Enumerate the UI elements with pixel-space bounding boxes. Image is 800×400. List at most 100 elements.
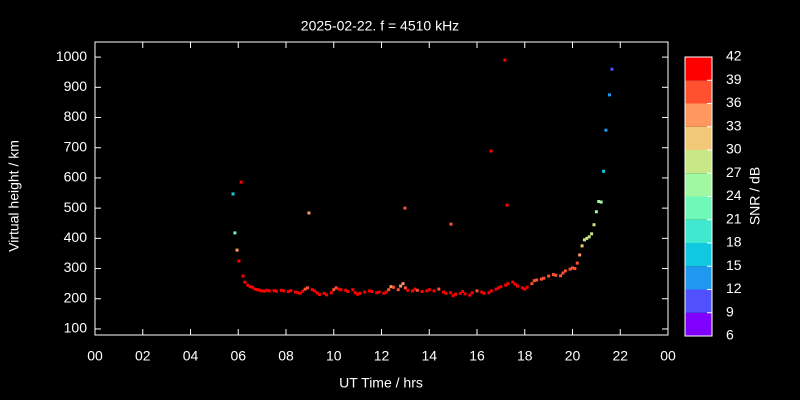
data-point [582, 238, 586, 242]
data-point [449, 291, 453, 295]
data-point [248, 285, 252, 289]
data-point [377, 290, 381, 294]
data-point [592, 223, 596, 227]
y-tick-label: 200 [64, 289, 88, 305]
chart-title: 2025-02-22. f = 4510 kHz [301, 18, 459, 34]
data-point [325, 293, 329, 297]
colorbar-segment [685, 126, 712, 150]
data-point [496, 286, 500, 290]
colorbar-segment [685, 219, 712, 243]
data-point [368, 289, 372, 293]
data-point [520, 286, 524, 290]
data-point [313, 289, 317, 293]
data-point [415, 288, 419, 292]
data-point [475, 289, 479, 293]
data-point [289, 289, 293, 293]
data-point [387, 288, 391, 292]
data-point [322, 291, 326, 295]
data-point [427, 288, 431, 292]
data-point [246, 283, 250, 287]
data-point [391, 285, 395, 289]
colorbar-segment [685, 266, 712, 290]
y-tick-label: 300 [64, 259, 88, 275]
data-point [315, 291, 319, 295]
data-point [489, 149, 493, 153]
data-point [413, 287, 417, 291]
data-point [608, 93, 612, 97]
y-tick-label: 500 [64, 199, 88, 215]
x-tick-label: 02 [135, 348, 151, 364]
data-point [279, 288, 283, 292]
colorbar-segment [685, 173, 712, 197]
data-point [411, 289, 415, 293]
data-point [263, 289, 267, 293]
colorbar-tick-label: 18 [726, 234, 742, 250]
data-point [231, 192, 235, 196]
colorbar-tick-label: 33 [726, 117, 742, 133]
data-point [298, 291, 302, 295]
data-point [401, 282, 405, 286]
data-point [599, 200, 603, 204]
data-point [530, 282, 534, 286]
data-point [513, 282, 517, 286]
data-point [442, 290, 446, 294]
data-point [575, 261, 579, 265]
data-point [587, 235, 591, 239]
data-point [344, 288, 348, 292]
colorbar-tick-label: 12 [726, 280, 742, 296]
data-point [487, 291, 491, 295]
data-point [585, 236, 589, 240]
y-axis-label: Virtual height / km [6, 140, 22, 252]
data-point [505, 203, 509, 207]
data-point [235, 248, 239, 252]
data-point [463, 292, 467, 296]
colorbar-segment [685, 103, 712, 127]
data-point [578, 253, 582, 257]
x-tick-label: 08 [278, 348, 294, 364]
data-point [482, 291, 486, 295]
data-point [296, 291, 300, 295]
colorbar-segment [685, 312, 712, 336]
data-point [444, 291, 448, 295]
data-point [382, 291, 386, 295]
colorbar-tick-label: 30 [726, 141, 742, 157]
data-point [329, 291, 333, 295]
data-point [525, 285, 529, 289]
data-point [559, 274, 563, 278]
data-point [286, 290, 290, 294]
colorbar-tick-label: 9 [726, 303, 734, 319]
data-point [420, 290, 424, 294]
data-point [403, 286, 407, 290]
data-point [468, 293, 472, 297]
data-point [282, 289, 286, 293]
data-point [568, 267, 572, 271]
colorbar-segment [685, 196, 712, 220]
data-point [396, 288, 400, 292]
data-point [489, 289, 493, 293]
colorbar-tick-label: 36 [726, 94, 742, 110]
data-point [494, 287, 498, 291]
colorbar-tick-label: 27 [726, 164, 742, 180]
data-point [239, 180, 243, 184]
data-point [604, 128, 608, 132]
data-point [573, 267, 577, 271]
data-point [597, 199, 601, 203]
colorbar-label: SNR / dB [747, 167, 763, 225]
x-tick-label: 18 [517, 348, 533, 364]
data-point [571, 266, 574, 270]
data-point [516, 284, 520, 288]
data-point [260, 289, 264, 293]
data-point [346, 290, 350, 294]
data-point [251, 285, 255, 289]
data-point [461, 290, 465, 294]
data-point [307, 211, 311, 215]
plot-frame [94, 41, 669, 336]
data-point [353, 291, 357, 295]
y-tick-label: 600 [64, 169, 88, 185]
data-point [580, 244, 584, 248]
data-point [451, 294, 455, 298]
data-point [406, 288, 410, 292]
x-tick-label: 10 [326, 348, 342, 364]
x-tick-label: 14 [421, 348, 437, 364]
colorbar-tick-label: 39 [726, 71, 742, 87]
